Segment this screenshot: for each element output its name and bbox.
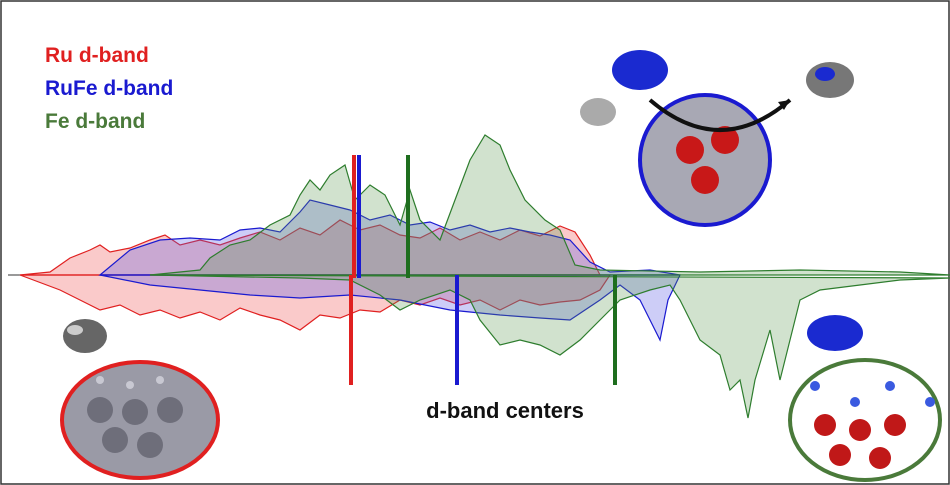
legend-rufe: RuFe d-band <box>45 77 173 100</box>
figure: Ru d-band RuFe d-band Fe d-band d-band c… <box>0 0 950 485</box>
caption: d-band centers <box>426 398 584 423</box>
page: {"legend": {"items": ["Ru d-band", "RuFe… <box>0 0 950 485</box>
legend-fe: Fe d-band <box>45 110 145 133</box>
legend-ru: Ru d-band <box>45 44 149 67</box>
